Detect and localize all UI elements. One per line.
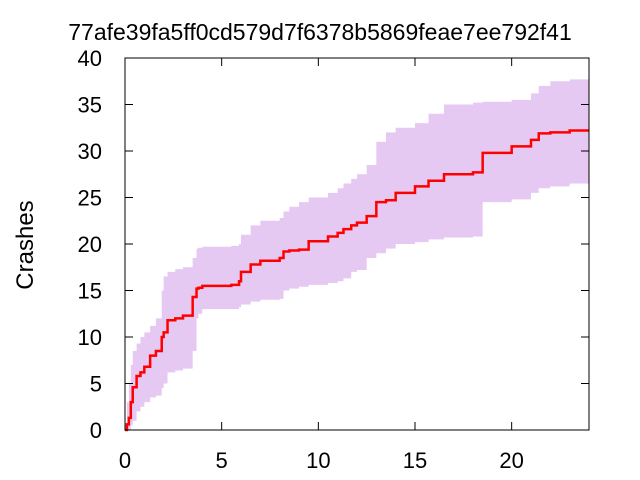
- x-axis: 0 5 10 15 20: [119, 58, 524, 473]
- y-tick-label: 5: [90, 372, 102, 397]
- x-tick-label: 15: [403, 448, 427, 473]
- x-tick-label: 5: [216, 448, 228, 473]
- y-tick-label: 0: [90, 418, 102, 443]
- confidence-band-layer: [125, 78, 589, 431]
- y-tick-label: 25: [78, 186, 102, 211]
- confidence-band: [125, 78, 589, 431]
- x-tick-label: 0: [119, 448, 131, 473]
- y-axis: 0 5 10 15 20 25 30 35 40: [78, 46, 589, 443]
- y-axis-label: Crashes: [12, 200, 39, 289]
- x-tick-label: 20: [499, 448, 523, 473]
- x-tick-label: 10: [306, 448, 330, 473]
- y-tick-label: 30: [78, 139, 102, 164]
- y-tick-label: 35: [78, 93, 102, 118]
- series-line-0: [125, 129, 589, 432]
- y-tick-label: 40: [78, 46, 102, 71]
- y-tick-label: 20: [78, 232, 102, 257]
- y-tick-label: 15: [78, 279, 102, 304]
- series-line-layer: [125, 129, 589, 432]
- y-tick-label: 10: [78, 325, 102, 350]
- chart-title: 77afe39fa5ff0cd579d7f6378b5869feae7ee792…: [68, 19, 572, 45]
